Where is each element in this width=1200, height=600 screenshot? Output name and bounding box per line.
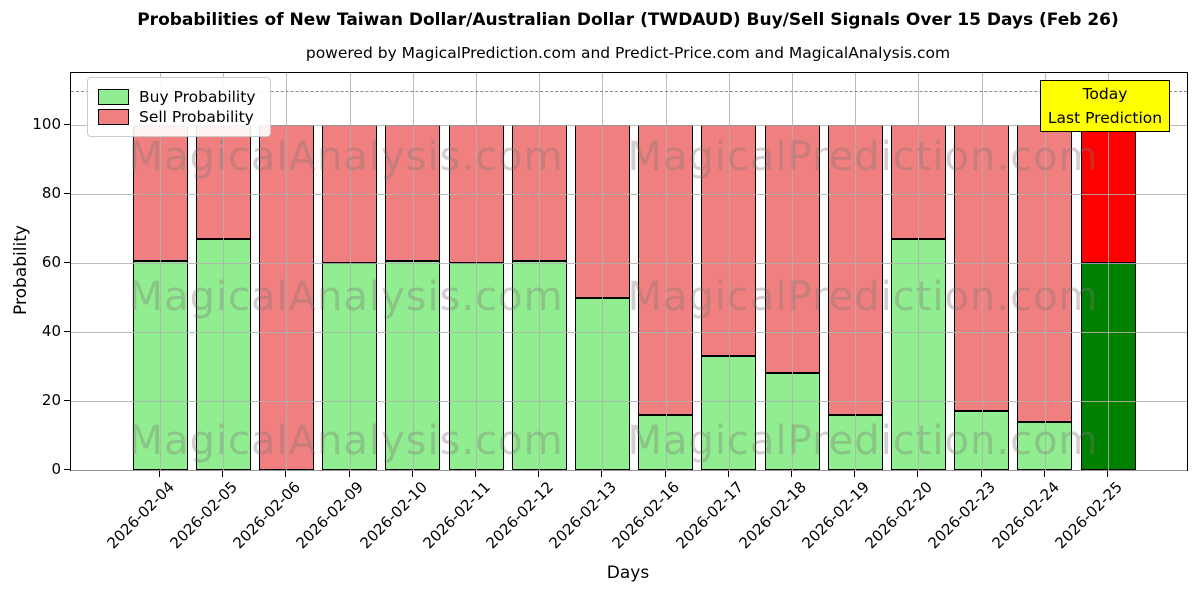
x-tick-mark [475, 470, 476, 477]
y-tick-label: 0 [51, 460, 61, 478]
watermark-magicalprediction: MagicalPrediction.com [627, 134, 1099, 180]
x-tick-label: 2026-02-18 [735, 478, 810, 553]
v-gridline [412, 73, 414, 470]
legend-label-buy: Buy Probability [139, 88, 256, 106]
watermark-magicalanalysis: MagicalAnalysis.com [128, 134, 564, 180]
x-tick-mark [159, 470, 160, 477]
today-annotation-line1: Today [1082, 85, 1128, 103]
x-tick-label: 2026-02-13 [545, 478, 621, 553]
x-tick-mark [222, 470, 224, 477]
x-axis-label: Days [606, 563, 650, 583]
y-tick-label: 60 [41, 253, 61, 271]
x-tick-label: 2026-02-16 [608, 478, 684, 553]
v-gridline [1108, 73, 1109, 470]
x-tick-mark [727, 470, 729, 477]
x-tick-mark [538, 470, 540, 477]
h-gridline [71, 263, 1187, 264]
x-tick-label: 2026-02-19 [798, 478, 873, 553]
v-gridline [160, 73, 161, 470]
v-gridline [539, 73, 541, 470]
y-tick-label: 40 [41, 322, 61, 340]
v-gridline [286, 73, 288, 470]
x-tick-mark [411, 470, 413, 477]
today-annotation: Today Last Prediction [1040, 80, 1170, 133]
x-tick-label: 2026-02-25 [1051, 478, 1126, 553]
chart-subtitle: powered by MagicalPrediction.com and Pre… [305, 44, 951, 62]
h-gridline [71, 125, 1187, 126]
plot-area: MagicalAnalysis.com MagicalPrediction.com… [70, 72, 1188, 471]
x-tick-label: 2026-02-12 [482, 478, 557, 553]
x-tick-label: 2026-02-09 [292, 478, 368, 553]
x-tick-mark [917, 470, 919, 477]
x-tick-label: 2026-02-05 [166, 478, 241, 553]
h-gridline [71, 194, 1187, 195]
v-gridline [665, 73, 667, 470]
x-tick-label: 2026-02-11 [419, 478, 494, 553]
x-tick-mark [791, 470, 792, 477]
y-tick-mark [64, 124, 70, 125]
x-tick-mark [601, 470, 603, 477]
v-gridline [476, 73, 477, 470]
h-gridline [71, 332, 1187, 333]
y-tick-mark [64, 400, 70, 401]
v-gridline [728, 73, 730, 470]
y-tick-mark [64, 469, 70, 470]
watermark-magicalanalysis: MagicalAnalysis.com [128, 418, 564, 464]
x-tick-label: 2026-02-17 [672, 478, 747, 553]
v-gridline [792, 73, 793, 470]
x-tick-label: 2026-02-24 [988, 478, 1063, 553]
x-tick-label: 2026-02-23 [924, 478, 1000, 553]
legend: Buy Probability Sell Probability [87, 77, 271, 137]
sell-swatch-icon [98, 109, 129, 125]
buy-swatch-icon [98, 89, 129, 105]
x-tick-mark [1107, 470, 1108, 477]
v-gridline [918, 73, 920, 470]
v-gridline [223, 73, 225, 470]
v-gridline [1044, 73, 1046, 470]
x-tick-label: 2026-02-06 [229, 478, 305, 553]
watermark-magicalprediction: MagicalPrediction.com [627, 274, 1099, 320]
h-gridline [71, 470, 1187, 471]
y-axis-label: Probability [11, 225, 31, 315]
x-tick-mark [664, 470, 666, 477]
x-tick-mark [854, 470, 856, 477]
x-tick-mark [980, 470, 982, 477]
x-tick-label: 2026-02-04 [103, 478, 178, 553]
y-tick-mark [64, 193, 70, 194]
x-tick-label: 2026-02-10 [356, 478, 431, 553]
x-tick-mark [1043, 470, 1045, 477]
x-tick-label: 2026-02-20 [861, 478, 937, 553]
v-gridline [349, 73, 351, 470]
watermark-magicalanalysis: MagicalAnalysis.com [128, 274, 564, 320]
h-gridline [71, 401, 1187, 402]
y-tick-label: 80 [41, 184, 61, 202]
chart-title: Probabilities of New Taiwan Dollar/Austr… [137, 10, 1119, 30]
y-tick-label: 100 [32, 115, 61, 133]
watermark-magicalprediction: MagicalPrediction.com [627, 418, 1099, 464]
legend-item-buy: Buy Probability [98, 88, 256, 106]
v-gridline [855, 73, 857, 470]
today-annotation-line2: Last Prediction [1047, 109, 1163, 128]
y-tick-mark [64, 262, 70, 263]
x-tick-mark [285, 470, 287, 477]
v-gridline [602, 73, 604, 470]
legend-item-sell: Sell Probability [98, 108, 256, 126]
legend-label-sell: Sell Probability [139, 108, 254, 126]
y-tick-label: 20 [41, 391, 61, 409]
v-gridline [981, 73, 983, 470]
y-tick-mark [64, 331, 70, 332]
guide-dashed-line [71, 90, 1187, 92]
x-tick-mark [348, 470, 350, 477]
